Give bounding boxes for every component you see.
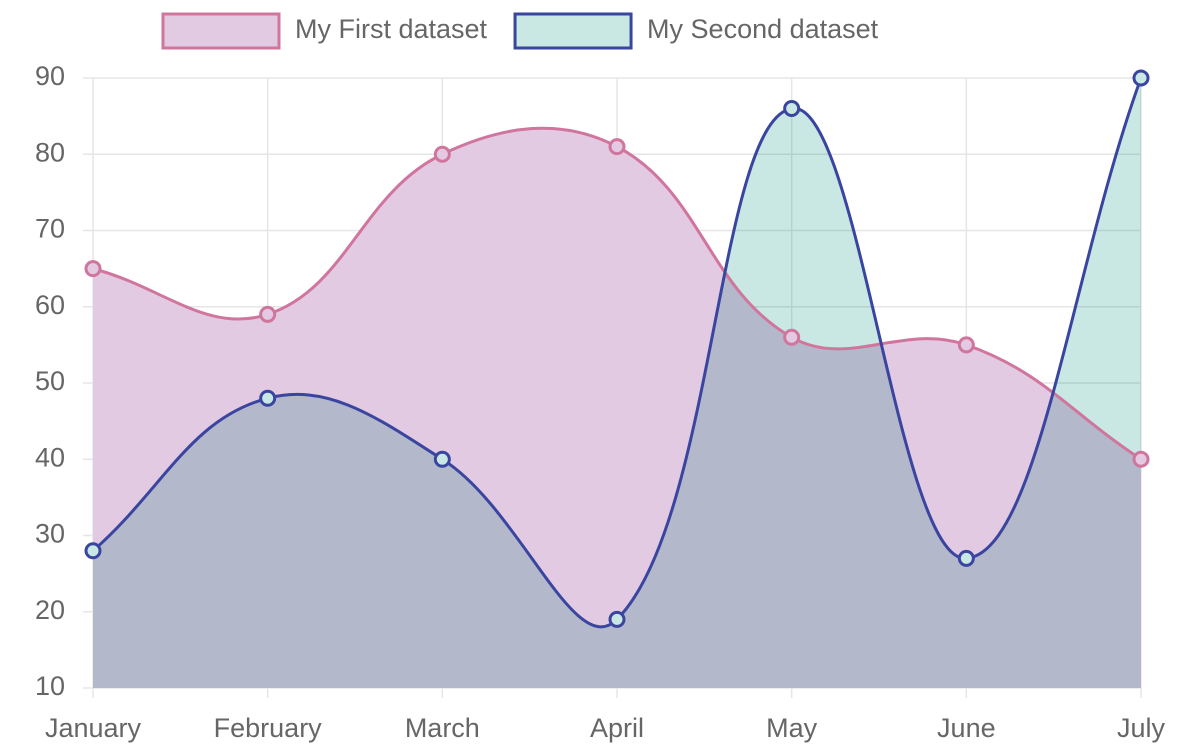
point [957,549,975,567]
point [957,336,975,354]
legend-label: My First dataset [295,14,488,44]
point [783,328,801,346]
x-tick-label: April [590,713,644,743]
area [93,78,1141,688]
y-tick-label: 40 [35,442,65,472]
y-tick-label: 20 [35,595,65,625]
y-tick-label: 70 [35,214,65,244]
x-tick-label: January [45,713,142,743]
legend-label: My Second dataset [647,14,879,44]
line [92,77,1143,629]
y-tick-label: 10 [35,671,65,701]
x-tick-label: March [405,713,480,743]
x-tick-label: July [1117,713,1166,743]
x-tick-label: May [766,713,818,743]
y-tick-label: 50 [35,366,65,396]
point [259,305,277,323]
point [608,138,626,156]
y-tick-label: 30 [35,519,65,549]
y-tick-label: 60 [35,290,65,320]
point [1132,450,1150,468]
y-tick-label: 90 [35,61,65,91]
point [1132,69,1150,87]
point [433,450,451,468]
x-tick-label: February [214,713,323,743]
point [84,260,102,278]
point [608,610,626,628]
point [433,145,451,163]
point [783,100,801,117]
legend-swatch [161,12,281,50]
point [84,542,102,560]
x-tick-label: June [937,713,996,743]
legend-swatch [513,12,633,50]
point [259,389,277,407]
y-tick-label: 80 [35,137,65,167]
